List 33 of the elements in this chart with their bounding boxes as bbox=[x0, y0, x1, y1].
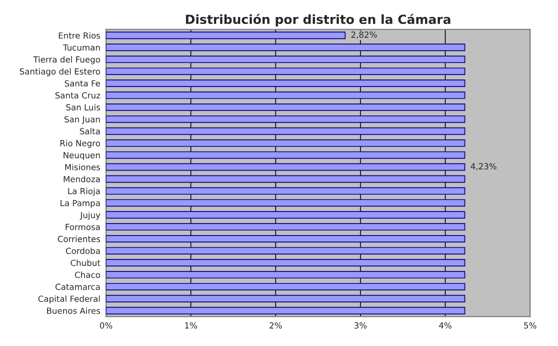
y-tick-label: Catamarca bbox=[55, 284, 100, 290]
data-label: 4,23% bbox=[470, 163, 496, 170]
x-tick-label: 3% bbox=[354, 322, 367, 329]
y-tick-label: Buenos Aires bbox=[47, 307, 100, 314]
y-tick-label: Rio Negro bbox=[60, 140, 100, 148]
y-tick-label: San Juan bbox=[64, 116, 100, 124]
y-tick-label: Santiago del Estero bbox=[20, 68, 100, 76]
y-tick-label: Chaco bbox=[75, 272, 100, 278]
y-tick-label: Santa Fe bbox=[64, 80, 100, 87]
y-tick-label: Corrientes bbox=[58, 236, 100, 242]
y-tick-label: Neuquen bbox=[64, 152, 100, 160]
y-tick-label: Mendoza bbox=[64, 176, 100, 182]
y-tick-label: Misiones bbox=[65, 164, 100, 170]
y-tick-label: Santa Cruz bbox=[55, 92, 100, 99]
x-tick-label: 2% bbox=[270, 322, 282, 329]
y-tick-label: Capital Federal bbox=[38, 295, 100, 304]
chart-title: Distribución por distrito en la Cámara bbox=[186, 14, 450, 26]
y-tick-label: La Pampa bbox=[60, 200, 100, 208]
y-tick-label: Tucuman bbox=[62, 44, 100, 51]
y-tick-label: Chubut bbox=[70, 260, 100, 266]
x-tick-label: 0% bbox=[100, 322, 112, 329]
data-label: 2,82% bbox=[351, 32, 377, 39]
y-tick-label: San Luis bbox=[66, 104, 100, 110]
x-tick-label: 1% bbox=[185, 322, 197, 329]
x-tick-label: 4% bbox=[439, 322, 452, 329]
y-tick-label: Cordoba bbox=[66, 248, 100, 254]
y-tick-label: Salta bbox=[80, 128, 100, 134]
y-tick-label: Entre Rios bbox=[58, 32, 100, 39]
y-tick-label: Formosa bbox=[66, 224, 100, 230]
y-tick-label: Jujuy bbox=[80, 212, 100, 220]
y-tick-label: Tierra del Fuego bbox=[33, 56, 100, 64]
y-tick-label: La Rioja bbox=[68, 188, 100, 196]
x-tick-label: 5% bbox=[524, 322, 536, 329]
